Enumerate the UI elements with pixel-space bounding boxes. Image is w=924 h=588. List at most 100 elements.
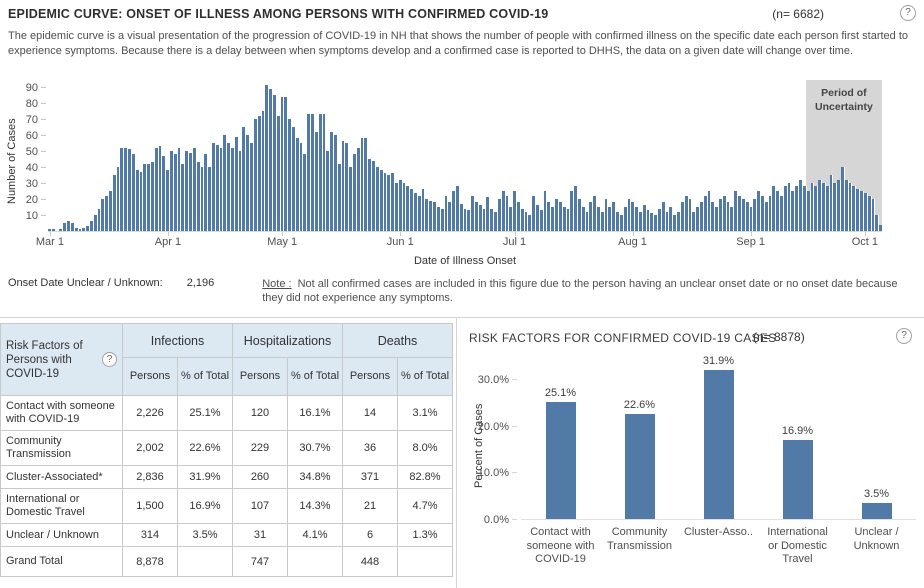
epi-bar[interactable] <box>635 207 639 231</box>
epi-bar[interactable] <box>459 204 464 231</box>
epi-bar[interactable] <box>688 199 693 231</box>
epi-bar[interactable] <box>78 229 83 231</box>
epi-bar[interactable] <box>177 148 182 231</box>
epi-bar[interactable] <box>311 114 315 231</box>
epi-bar[interactable] <box>231 148 235 231</box>
epi-bar[interactable] <box>543 191 548 231</box>
epi-bar[interactable] <box>871 199 876 231</box>
epi-bar[interactable] <box>757 191 761 231</box>
epi-bar[interactable] <box>387 175 392 231</box>
table-cell[interactable] <box>177 546 233 577</box>
table-cell[interactable]: 747 <box>232 546 288 577</box>
epi-bar[interactable] <box>299 143 304 231</box>
epi-bar[interactable] <box>478 205 483 231</box>
epi-bar[interactable] <box>292 127 296 231</box>
epi-bar[interactable] <box>646 210 651 231</box>
table-cell[interactable]: 14.3% <box>287 488 343 524</box>
epi-bar[interactable] <box>189 153 193 231</box>
epi-bar[interactable] <box>326 151 331 231</box>
epi-bar[interactable] <box>848 183 853 231</box>
epi-bar[interactable] <box>196 162 201 231</box>
epi-bar[interactable] <box>509 207 514 231</box>
epi-bar[interactable] <box>684 196 689 231</box>
epi-bar[interactable] <box>67 221 71 231</box>
epi-bar[interactable] <box>307 114 312 231</box>
epi-bar[interactable] <box>753 199 758 231</box>
epi-bar[interactable] <box>353 154 357 231</box>
epi-bar[interactable] <box>665 212 670 231</box>
epi-bar[interactable] <box>810 183 815 231</box>
table-cell[interactable]: 31.9% <box>177 465 233 489</box>
table-cell[interactable]: 8.0% <box>397 430 453 466</box>
epi-bar[interactable] <box>627 199 632 231</box>
epi-bar[interactable] <box>631 202 636 231</box>
epi-bar[interactable] <box>234 137 239 231</box>
epi-bar[interactable] <box>703 196 708 231</box>
epi-bar[interactable] <box>516 202 521 231</box>
epi-bar[interactable] <box>406 186 411 231</box>
epi-bar[interactable] <box>379 170 384 231</box>
epi-bar[interactable] <box>623 207 628 231</box>
epi-bar[interactable] <box>616 212 620 231</box>
epi-bar[interactable] <box>391 173 395 231</box>
epi-bar[interactable] <box>128 149 132 231</box>
table-cell[interactable]: 229 <box>232 430 288 466</box>
epi-bar[interactable] <box>490 209 495 231</box>
epi-bar[interactable] <box>86 226 90 231</box>
epi-bar[interactable] <box>673 215 678 231</box>
epi-bar[interactable] <box>200 167 205 231</box>
epi-bar[interactable] <box>223 135 228 231</box>
epi-bar[interactable] <box>581 207 586 231</box>
epi-bar[interactable] <box>158 146 163 231</box>
table-cell[interactable]: 8,878 <box>122 546 178 577</box>
epi-bar[interactable] <box>597 207 601 231</box>
epi-bar[interactable] <box>463 209 468 231</box>
epi-bar[interactable] <box>276 116 281 231</box>
table-cell[interactable]: 2,226 <box>122 395 178 431</box>
epi-bar[interactable] <box>829 175 834 231</box>
epi-bar[interactable] <box>208 167 212 231</box>
epi-bar[interactable] <box>768 196 773 231</box>
epi-bar[interactable] <box>875 215 880 231</box>
epi-bar[interactable] <box>532 196 536 231</box>
epi-bar[interactable] <box>284 97 289 231</box>
epi-bar[interactable] <box>257 116 262 231</box>
table-cell[interactable]: 448 <box>342 546 398 577</box>
epi-bar[interactable] <box>772 186 777 231</box>
epi-bar[interactable] <box>444 196 449 231</box>
epi-bar[interactable] <box>109 191 113 231</box>
epi-bar[interactable] <box>844 180 849 231</box>
epi-bar[interactable] <box>795 186 800 231</box>
epi-bar[interactable] <box>661 202 666 231</box>
epi-bar[interactable] <box>814 186 819 231</box>
epi-bar[interactable] <box>494 212 498 231</box>
table-cell[interactable]: 34.8% <box>287 465 343 489</box>
epi-bar[interactable] <box>417 196 422 231</box>
epi-bar[interactable] <box>475 202 479 231</box>
epi-bar[interactable] <box>204 154 209 231</box>
epi-bar[interactable] <box>112 175 117 231</box>
epi-bar[interactable] <box>131 154 136 231</box>
epi-bar[interactable] <box>669 207 674 231</box>
epi-bar[interactable] <box>162 156 167 231</box>
epi-bar[interactable] <box>341 141 346 231</box>
epi-bar[interactable] <box>360 138 365 231</box>
epi-bar[interactable] <box>295 138 300 231</box>
epi-bar[interactable] <box>787 183 792 231</box>
table-cell[interactable]: 2,002 <box>122 430 178 466</box>
epi-bar[interactable] <box>860 191 864 231</box>
epi-bar[interactable] <box>215 145 220 231</box>
epi-bar[interactable] <box>280 97 285 231</box>
epi-bar[interactable] <box>48 229 52 231</box>
epi-bar[interactable] <box>486 197 491 231</box>
epi-bar[interactable] <box>170 151 174 231</box>
epi-bar[interactable] <box>147 164 151 231</box>
epi-bar[interactable] <box>448 202 453 231</box>
rf-bar[interactable] <box>782 440 813 519</box>
table-cell[interactable]: 1,500 <box>122 488 178 524</box>
epi-bar[interactable] <box>211 143 216 231</box>
epi-bar[interactable] <box>734 191 739 231</box>
epi-bar[interactable] <box>425 199 430 231</box>
epi-bar[interactable] <box>242 127 247 231</box>
epi-bar[interactable] <box>513 191 517 231</box>
